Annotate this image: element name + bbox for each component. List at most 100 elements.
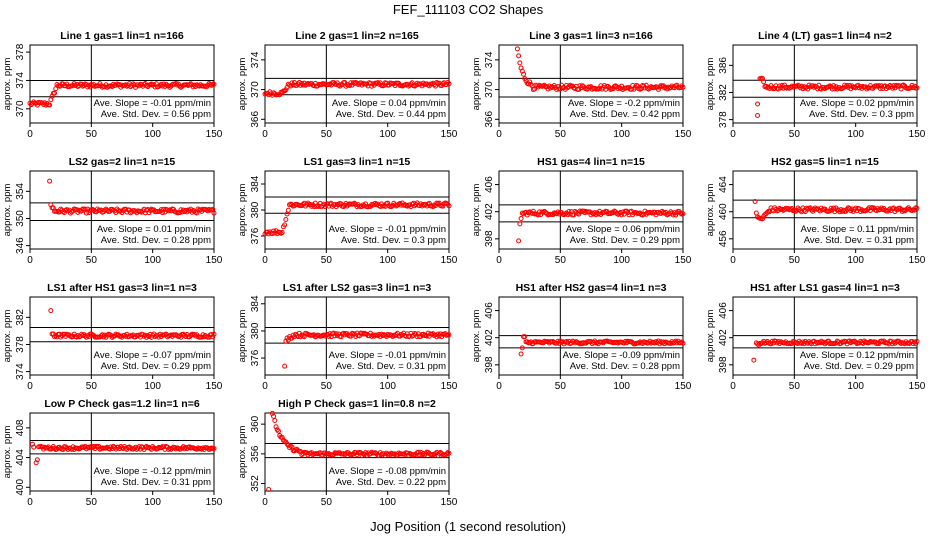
outlier-point bbox=[753, 210, 759, 216]
data-point bbox=[653, 339, 659, 345]
data-point bbox=[889, 85, 895, 91]
y-tick-label: 376 bbox=[250, 227, 261, 244]
data-point bbox=[876, 83, 882, 89]
data-point bbox=[348, 333, 354, 339]
outlier-point bbox=[48, 202, 54, 208]
y-tick-label: 402 bbox=[484, 329, 495, 346]
data-point bbox=[446, 81, 452, 87]
y-axis-label: approx. ppm bbox=[2, 184, 13, 237]
data-point bbox=[779, 82, 785, 88]
y-tick-label: 374 bbox=[15, 363, 26, 380]
std-dev-annotation: Ave. Std. Dev. = 0.3 ppm bbox=[809, 109, 914, 120]
data-point bbox=[440, 203, 446, 209]
data-point bbox=[148, 81, 154, 87]
x-tick-label: 50 bbox=[86, 497, 98, 508]
data-point bbox=[272, 418, 278, 424]
y-tick-label: 378 bbox=[718, 111, 729, 128]
data-point bbox=[156, 334, 162, 340]
data-point bbox=[444, 451, 450, 457]
outlier-point bbox=[34, 457, 40, 463]
data-point bbox=[679, 339, 685, 345]
data-point bbox=[271, 413, 277, 419]
data-point bbox=[47, 102, 53, 108]
slope-annotation: Ave. Slope = -0.01 ppm/min bbox=[329, 224, 446, 235]
y-tick-label: 456 bbox=[718, 230, 729, 247]
data-point bbox=[209, 82, 215, 88]
data-point bbox=[186, 82, 192, 88]
outlier-point bbox=[517, 221, 523, 227]
chart-title: LS2 gas=2 lin=1 n=15 bbox=[69, 156, 176, 168]
data-point bbox=[855, 82, 861, 88]
outlier-point bbox=[755, 101, 761, 107]
data-series bbox=[266, 410, 452, 493]
data-point bbox=[605, 84, 611, 90]
data-point bbox=[275, 428, 281, 434]
data-point bbox=[913, 341, 919, 347]
y-axis-label: approx. ppm bbox=[2, 310, 13, 363]
x-axis-label: Jog Position (1 second resolution) bbox=[370, 519, 566, 534]
outlier-point bbox=[518, 351, 524, 357]
plot-frame bbox=[29, 44, 215, 124]
chart-panel: Low P Check gas=1.2 lin=1 n=6 0 50 100 150 40… bbox=[2, 398, 223, 508]
data-point bbox=[326, 333, 332, 339]
x-tick-label: 50 bbox=[86, 129, 98, 140]
x-tick-label: 150 bbox=[206, 255, 223, 266]
std-dev-annotation: Ave. Std. Dev. = 0.31 ppm bbox=[101, 477, 211, 488]
y-axis-label: approx. ppm bbox=[237, 426, 248, 479]
chart-panel: Line 3 gas=1 lin=3 n=166 0 50 100 150 366 370 3… bbox=[471, 30, 692, 140]
y-axis-label: approx. ppm bbox=[471, 58, 482, 111]
y-axis-label: approx. ppm bbox=[2, 58, 13, 111]
data-point bbox=[377, 80, 383, 86]
outlier-point bbox=[33, 460, 39, 466]
data-series bbox=[514, 46, 686, 93]
slope-annotation: Ave. Slope = -0.01 ppm/min bbox=[94, 98, 211, 109]
data-point bbox=[177, 210, 183, 216]
data-point bbox=[415, 449, 421, 455]
data-point bbox=[418, 449, 424, 455]
chart-title: Line 2 gas=1 lin=2 n=165 bbox=[295, 30, 419, 42]
data-point bbox=[616, 84, 622, 90]
x-tick-label: 50 bbox=[555, 129, 567, 140]
std-dev-annotation: Ave. Std. Dev. = 0.28 ppm bbox=[101, 235, 211, 246]
data-point bbox=[273, 424, 279, 430]
chart-title: Low P Check gas=1.2 lin=1 n=6 bbox=[44, 398, 199, 410]
plot-frame bbox=[498, 170, 684, 250]
data-point bbox=[282, 222, 288, 228]
y-tick-label: 360 bbox=[250, 415, 261, 432]
y-axis-label: approx. ppm bbox=[2, 426, 13, 479]
chart-panel: Line 1 gas=1 lin=1 n=166 0 50 100 150 370 374 3… bbox=[2, 30, 223, 140]
y-tick-label: 398 bbox=[484, 230, 495, 247]
chart-title: High P Check gas=1 lin=0.8 n=2 bbox=[278, 398, 436, 410]
x-tick-label: 150 bbox=[909, 255, 926, 266]
y-tick-label: 384 bbox=[250, 175, 261, 192]
chart-panel: LS2 gas=2 lin=1 n=15 0 50 100 150 346 350 354ap… bbox=[2, 156, 223, 266]
outlier-point bbox=[48, 308, 54, 314]
data-point bbox=[279, 229, 285, 235]
data-point bbox=[778, 85, 784, 91]
x-tick-label: 100 bbox=[379, 381, 396, 392]
data-point bbox=[809, 207, 815, 213]
x-tick-label: 150 bbox=[441, 497, 458, 508]
x-tick-label: 0 bbox=[27, 497, 33, 508]
std-dev-annotation: Ave. Std. Dev. = 0.3 ppm bbox=[341, 235, 446, 246]
x-tick-label: 50 bbox=[789, 255, 801, 266]
x-tick-label: 0 bbox=[496, 381, 502, 392]
y-tick-label: 398 bbox=[484, 356, 495, 373]
y-tick-label: 384 bbox=[250, 295, 261, 312]
data-point bbox=[527, 79, 533, 85]
data-point bbox=[269, 231, 275, 237]
data-point bbox=[211, 331, 217, 337]
data-point bbox=[211, 210, 217, 216]
x-tick-label: 100 bbox=[613, 255, 630, 266]
data-point bbox=[385, 200, 391, 206]
x-tick-label: 100 bbox=[613, 381, 630, 392]
data-point bbox=[761, 79, 767, 85]
data-point bbox=[413, 331, 419, 337]
data-point bbox=[619, 212, 625, 218]
x-tick-label: 150 bbox=[441, 129, 458, 140]
chart-panel: Line 2 gas=1 lin=2 n=165 0 50 100 150 366 370 3… bbox=[237, 30, 458, 140]
data-point bbox=[849, 83, 855, 89]
chart-panel: LS1 after HS1 gas=3 lin=1 n=3 0 50 100 150 37… bbox=[2, 282, 223, 392]
x-tick-label: 150 bbox=[206, 497, 223, 508]
